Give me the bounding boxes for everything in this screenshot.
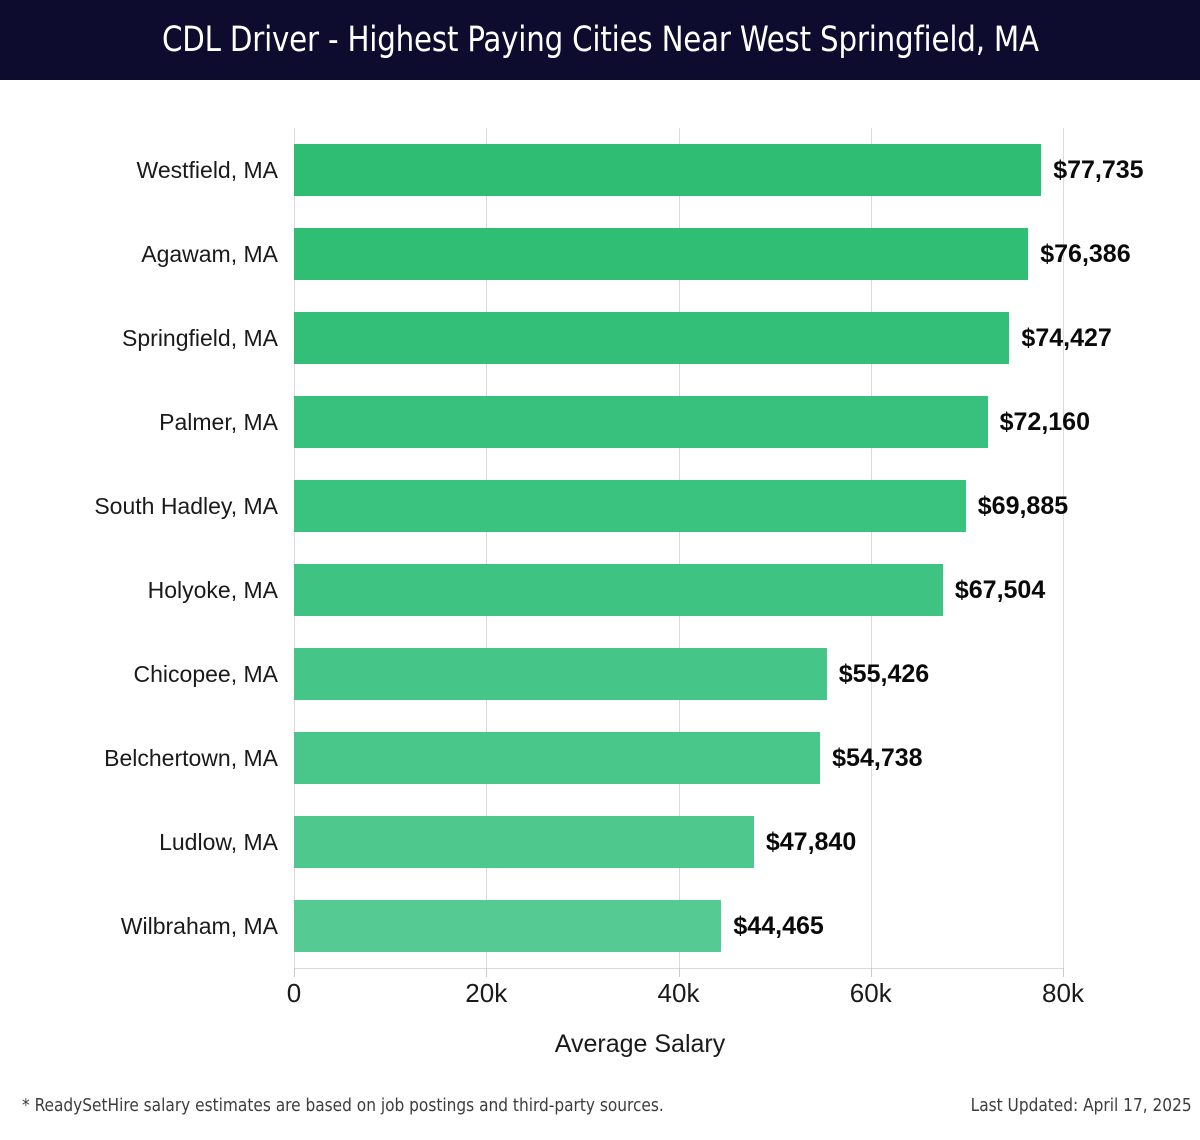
category-label: Springfield, MA bbox=[122, 324, 278, 351]
tick-mark bbox=[294, 968, 295, 977]
bar[interactable] bbox=[294, 480, 966, 532]
bar-row[interactable]: Springfield, MA $74,427 bbox=[0, 296, 1200, 380]
bar[interactable] bbox=[294, 648, 827, 700]
x-tick-label: 60k bbox=[849, 978, 892, 1008]
bar-value-label: $74,427 bbox=[1021, 323, 1112, 352]
x-tick-label: 80k bbox=[1042, 978, 1084, 1008]
bar-value-label: $44,465 bbox=[733, 911, 824, 940]
bar-value-label: $76,386 bbox=[1040, 239, 1131, 268]
bar-value-label: $69,885 bbox=[977, 491, 1069, 520]
footer-last-updated: Last Updated: April 17, 2025 bbox=[970, 1095, 1192, 1116]
tick-mark bbox=[1063, 968, 1064, 977]
plot-gridlines bbox=[294, 128, 1064, 968]
x-axis-title: Average Salary bbox=[0, 1030, 1200, 1059]
bar[interactable] bbox=[294, 732, 821, 784]
gridline bbox=[1063, 128, 1064, 968]
bar-value-label: $47,840 bbox=[765, 827, 857, 856]
bar-value-label: $55,426 bbox=[838, 659, 930, 688]
category-label: Belchertown, MA bbox=[104, 744, 278, 771]
bar-row[interactable]: Agawam, MA $76,386 bbox=[0, 212, 1200, 296]
bar[interactable] bbox=[294, 228, 1029, 280]
x-axis-title-text: Average Salary bbox=[554, 1030, 726, 1058]
category-label: Ludlow, MA bbox=[159, 828, 278, 855]
bar[interactable] bbox=[294, 816, 754, 868]
bar[interactable] bbox=[294, 144, 1042, 196]
footer-disclaimer: * ReadySetHire salary estimates are base… bbox=[22, 1095, 664, 1116]
tick-mark bbox=[486, 968, 488, 977]
category-label: Wilbraham, MA bbox=[120, 912, 278, 939]
tick-mark bbox=[678, 968, 680, 977]
page-title: CDL Driver - Highest Paying Cities Near … bbox=[161, 20, 1039, 60]
category-label: South Hadley, MA bbox=[94, 492, 278, 519]
bar-row[interactable]: Holyoke, MA $67,504 bbox=[0, 548, 1200, 632]
bar[interactable] bbox=[294, 312, 1010, 364]
x-tick-label: 0 bbox=[286, 978, 302, 1008]
bar-value-label: $77,735 bbox=[1053, 155, 1144, 184]
category-label: Agawam, MA bbox=[141, 240, 278, 267]
gridline bbox=[678, 128, 680, 968]
bar-row[interactable]: Palmer, MA $72,160 bbox=[0, 380, 1200, 464]
bar[interactable] bbox=[294, 396, 988, 448]
gridline bbox=[486, 128, 488, 968]
category-label: Westfield, MA bbox=[136, 156, 278, 183]
bar-row[interactable]: South Hadley, MA $69,885 bbox=[0, 464, 1200, 548]
category-label: Palmer, MA bbox=[159, 408, 278, 435]
chart-header: CDL Driver - Highest Paying Cities Near … bbox=[0, 0, 1200, 80]
tick-mark bbox=[870, 968, 872, 977]
bar-value-label: $72,160 bbox=[999, 407, 1090, 436]
bar-row[interactable]: Westfield, MA $77,735 bbox=[0, 128, 1200, 212]
bar-row[interactable]: Ludlow, MA $47,840 bbox=[0, 800, 1200, 884]
bar-row[interactable]: Wilbraham, MA $44,465 bbox=[0, 884, 1200, 968]
category-label: Holyoke, MA bbox=[147, 576, 278, 603]
gridline bbox=[294, 128, 295, 968]
bar[interactable] bbox=[294, 900, 722, 952]
bar-value-label: $54,738 bbox=[832, 743, 923, 772]
bar-value-label: $67,504 bbox=[954, 575, 1046, 604]
gridline bbox=[870, 128, 872, 968]
bar-row[interactable]: Belchertown, MA $54,738 bbox=[0, 716, 1200, 800]
category-label: Chicopee, MA bbox=[133, 660, 278, 687]
bar[interactable] bbox=[294, 564, 943, 616]
bar-row[interactable]: Chicopee, MA $55,426 bbox=[0, 632, 1200, 716]
x-tick-label: 20k bbox=[465, 978, 508, 1008]
x-tick-label: 40k bbox=[657, 978, 700, 1008]
